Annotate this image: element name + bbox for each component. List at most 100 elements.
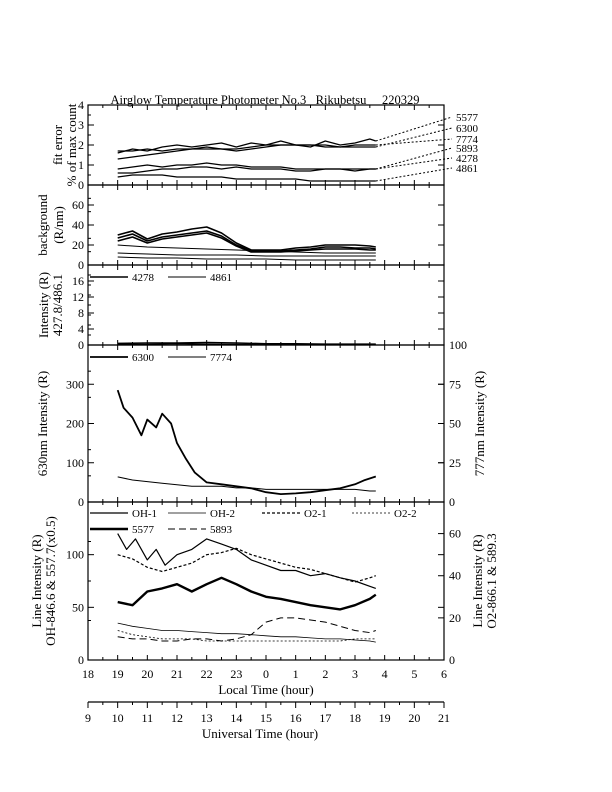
x-tick-label: 3 bbox=[352, 667, 358, 681]
legend-label-5577: 5577 bbox=[456, 112, 479, 124]
ut-tick-label: 10 bbox=[112, 711, 124, 725]
x-tick-label: 5 bbox=[411, 667, 417, 681]
x-tick-label: 22 bbox=[201, 667, 213, 681]
leader-line-7774 bbox=[375, 138, 453, 146]
x-tick-label: 19 bbox=[112, 667, 124, 681]
y-axis-label: Line Intensity (R) bbox=[29, 534, 44, 627]
leader-line-5893 bbox=[375, 147, 453, 170]
y-tick-label: 4 bbox=[78, 322, 84, 336]
y-tick-label: 12 bbox=[72, 290, 84, 304]
leader-line-4278 bbox=[375, 157, 453, 170]
y-tick-label: 2 bbox=[78, 138, 84, 152]
x-tick-label: 4 bbox=[382, 667, 388, 681]
ut-tick-label: 19 bbox=[379, 711, 391, 725]
legend-label-4861: 4861 bbox=[456, 163, 478, 175]
y-tick-label: 20 bbox=[72, 238, 84, 252]
legend-label-5577: 5577 bbox=[132, 524, 155, 536]
y-axis-label: 630nm Intensity (R) bbox=[35, 371, 50, 476]
series-line-7774 bbox=[117, 476, 376, 492]
series-line-bg-5 bbox=[117, 252, 376, 257]
y-tick-label: 0 bbox=[78, 338, 84, 352]
legend-label-O2-1: O2-1 bbox=[304, 508, 327, 520]
ut-tick-label: 16 bbox=[290, 711, 302, 725]
legend-label-4278: 4278 bbox=[456, 153, 479, 165]
panel-oi-red-ir: 0 100 200 300 0 25 50 75 100 630nm Intensity (R) 7… bbox=[35, 338, 487, 509]
series-line-bg-4 bbox=[117, 244, 376, 254]
y-tick-label: 16 bbox=[72, 274, 84, 288]
y2-tick-label: 20 bbox=[449, 611, 461, 625]
x-axis-label: Local Time (hour) bbox=[218, 682, 313, 697]
y-tick-label: 4 bbox=[78, 98, 84, 112]
x-tick-label: 23 bbox=[230, 667, 242, 681]
legend-label-6300: 6300 bbox=[456, 123, 479, 135]
y-tick-label: 40 bbox=[72, 218, 84, 232]
figure-title: Airglow Temperature Photometer No.3 Riku… bbox=[110, 93, 419, 107]
y-tick-label: 200 bbox=[66, 417, 84, 431]
legend-label-5893: 5893 bbox=[210, 524, 233, 536]
legend-label-O2-2: O2-2 bbox=[394, 508, 417, 520]
y-tick-label: 100 bbox=[66, 456, 84, 470]
series-line-4861 bbox=[117, 174, 376, 182]
legend-label-7774: 7774 bbox=[210, 352, 233, 364]
y2-tick-label: 0 bbox=[449, 495, 455, 509]
x-tick-label: 0 bbox=[263, 667, 269, 681]
series-line-O2-1 bbox=[117, 547, 376, 583]
x-tick-label: 21 bbox=[171, 667, 183, 681]
y-tick-label: 50 bbox=[72, 600, 84, 614]
ut-tick-label: 20 bbox=[408, 711, 420, 725]
legend-label-5893: 5893 bbox=[456, 143, 479, 155]
ut-axis-label: Universal Time (hour) bbox=[202, 726, 318, 741]
y-axis-label: Intensity (R) bbox=[36, 272, 51, 338]
leader-line-6300 bbox=[375, 127, 453, 148]
y-tick-label: 8 bbox=[78, 306, 84, 320]
leader-line-5577 bbox=[375, 116, 453, 142]
y2-axis-label: Line Intensity (R) bbox=[470, 534, 485, 627]
ut-tick-label: 15 bbox=[260, 711, 272, 725]
series-line-bg-3 bbox=[117, 232, 376, 253]
series-line-5577 bbox=[117, 576, 377, 611]
y-tick-label: 0 bbox=[78, 495, 84, 509]
ut-tick-label: 12 bbox=[171, 711, 183, 725]
y2-tick-label: 25 bbox=[449, 456, 461, 470]
ut-tick-label: 17 bbox=[319, 711, 331, 725]
series-line-5893 bbox=[117, 617, 376, 642]
series-line-OH-1 bbox=[117, 533, 376, 589]
legend-label-7774: 7774 bbox=[456, 134, 479, 146]
x-tick-label: 20 bbox=[141, 667, 153, 681]
y2-tick-label: 0 bbox=[449, 653, 455, 667]
y2-tick-label: 60 bbox=[449, 527, 461, 541]
y-tick-label: 300 bbox=[66, 377, 84, 391]
panel-frame bbox=[87, 344, 445, 503]
y-tick-label: 1 bbox=[78, 158, 84, 172]
y-axis-label: background bbox=[35, 194, 50, 256]
ut-tick-label: 11 bbox=[142, 711, 154, 725]
y2-tick-label: 75 bbox=[449, 377, 461, 391]
series-line-O2-2 bbox=[117, 630, 376, 642]
y-tick-label: 0 bbox=[78, 653, 84, 667]
y-tick-label: 100 bbox=[66, 548, 84, 562]
series-line-4278 bbox=[117, 166, 376, 174]
x-tick-label: 2 bbox=[322, 667, 328, 681]
leader-line-4861 bbox=[375, 167, 453, 182]
ut-tick-label: 21 bbox=[438, 711, 450, 725]
x-tick-label: 1 bbox=[293, 667, 299, 681]
series-line-bg-1 bbox=[117, 226, 376, 251]
y2-axis-label: O2-866.1 & 589.3 bbox=[484, 533, 499, 628]
y-tick-label: 0 bbox=[78, 258, 84, 272]
x-tick-label: 6 bbox=[441, 667, 447, 681]
panel-background: 0 20 40 60 background (R/nm) bbox=[35, 184, 445, 272]
y-tick-label: 3 bbox=[78, 118, 84, 132]
legend-label-6300: 6300 bbox=[132, 352, 155, 364]
y-tick-label: 60 bbox=[72, 198, 84, 212]
legend-label-4861: 4861 bbox=[210, 272, 232, 284]
panel-blue-lines: 0 4 8 12 16 Intensity (R) 427.8/486.1 4278 4861 bbox=[36, 264, 445, 352]
series-line-7774 bbox=[117, 144, 376, 160]
panel-frame bbox=[87, 184, 445, 266]
y-axis-label: fit error bbox=[50, 124, 65, 165]
series-line-bg-6 bbox=[117, 256, 376, 261]
y-axis-label: 427.8/486.1 bbox=[50, 274, 65, 336]
